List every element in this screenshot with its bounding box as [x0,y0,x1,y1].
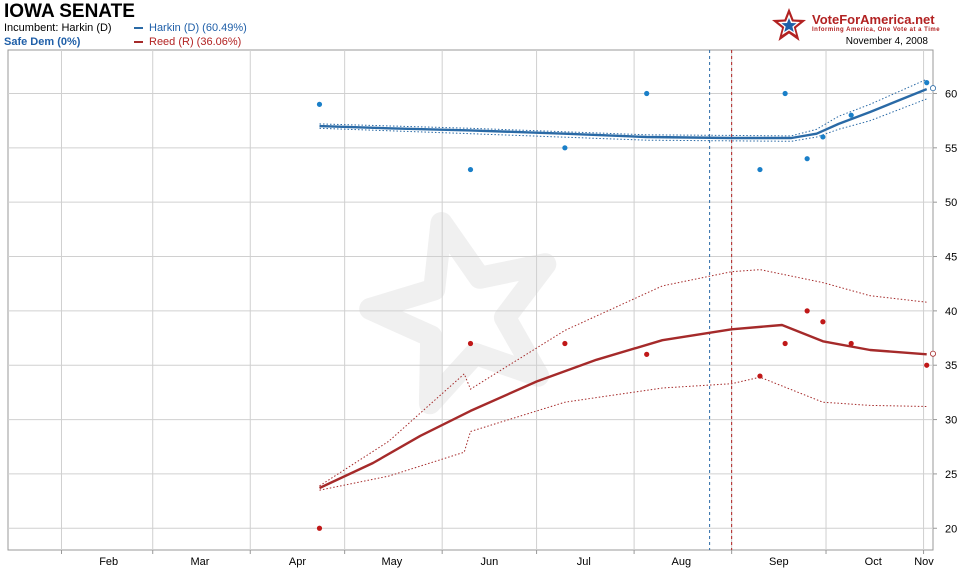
race-rating: Safe Dem (0%) [4,36,81,48]
harkin-final-marker [930,85,937,92]
x-tick-label: Sep [769,556,789,568]
x-tick-label: Aug [672,556,692,568]
x-tick-label: Feb [99,556,118,568]
plot-frame [7,49,934,551]
y-tick-label: 35 [945,360,957,372]
x-tick-label: Apr [289,556,306,568]
harkin-poll-point [757,166,763,173]
watermark-star-icon [359,212,557,415]
legend-label-reed: Reed (R) (36.06%) [149,36,242,48]
legend-swatch-reed [134,41,143,43]
y-tick-label: 40 [945,306,957,318]
x-tick-label: Jul [577,556,591,568]
incumbent-label: Incumbent: Harkin (D) [4,22,112,34]
reed-poll-point [820,319,826,325]
y-tick-label: 55 [945,143,957,155]
reed-poll-point [782,340,788,347]
harkin-poll-point [820,134,826,140]
harkin-poll-point [562,145,568,151]
y-tick-label: 25 [945,469,957,481]
legend-item-harkin: Harkin (D) (60.49%) [134,22,247,34]
page-title: IOWA SENATE [4,1,135,22]
harkin-poll-point [316,101,323,107]
reed-poll-point [467,340,474,347]
harkin-poll-point [644,90,650,97]
reed-poll-point [757,373,763,379]
reed-trend-line [318,323,927,490]
y-tick-label: 20 [945,523,957,535]
legend-label-harkin: Harkin (D) (60.49%) [149,22,247,34]
y-tick-label: 50 [945,197,957,209]
logo-tagline: Informing America, One Vote at a Time [812,27,941,33]
logo-text: VoteForAmerica.net [812,12,935,27]
y-tick-label: 60 [945,88,957,100]
legend-item-reed: Reed (R) (36.06%) [134,36,241,48]
y-tick-label: 45 [945,252,957,264]
harkin-poll-point [848,112,854,118]
legend-swatch-harkin [134,27,143,29]
report-date: November 4, 2008 [845,36,928,47]
reed-poll-point [804,308,810,314]
harkin-upper-band [319,78,927,137]
y-tick-label: 30 [945,415,957,427]
harkin-poll-point [804,156,810,162]
reed-poll-point [924,362,930,368]
x-tick-label: Mar [190,556,209,568]
harkin-poll-point [467,166,474,173]
reed-poll-point [316,525,323,531]
harkin-poll-point [782,90,788,97]
reed-poll-point [644,351,650,357]
x-tick-label: May [381,556,402,568]
star-icon [772,8,806,41]
x-tick-label: Jun [481,556,499,568]
x-tick-label: Oct [865,556,882,568]
x-tick-label: Nov [914,556,934,568]
reed-poll-point [848,340,854,347]
site-logo[interactable]: VoteForAmerica.net Informing America, On… [770,4,970,46]
harkin-trend-line [319,87,928,140]
harkin-poll-point [924,80,930,86]
reed-final-marker [930,350,937,357]
reed-lower-band [319,376,927,491]
reed-poll-point [562,340,568,347]
